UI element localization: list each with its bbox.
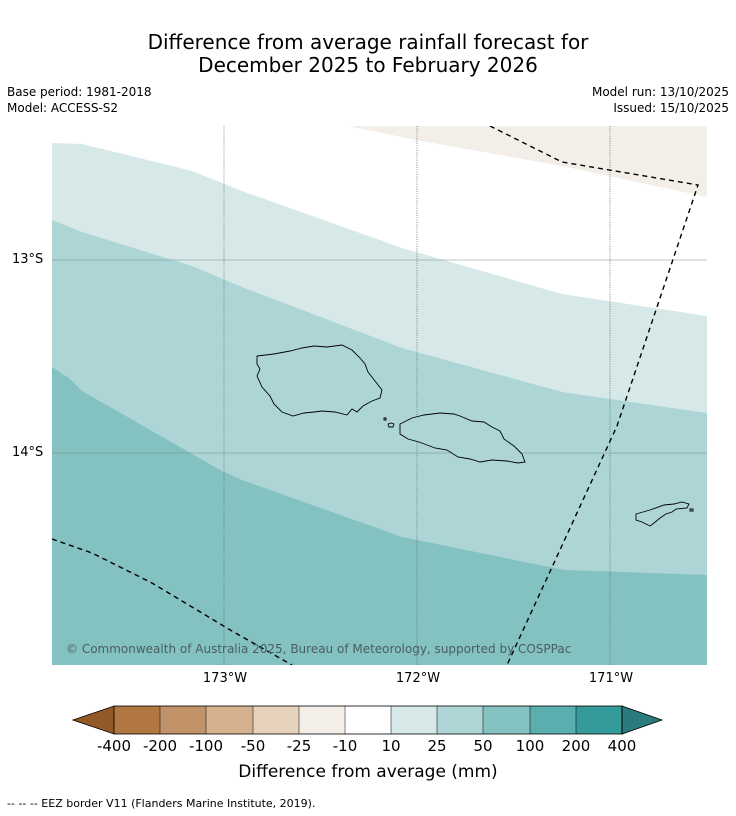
lon-label-171w: 171°W <box>588 671 634 686</box>
colorbar-svg <box>71 705 664 735</box>
region-neg10-10 <box>52 126 707 316</box>
savaii-island <box>256 344 383 417</box>
colorbar-tick-200: 200 <box>561 737 591 755</box>
meridians <box>223 126 611 665</box>
colorbar-tick-m200: -200 <box>142 737 178 755</box>
apolima-island <box>383 417 387 421</box>
colorbar-arrow-low <box>71 705 115 735</box>
chart-title: Difference from average rainfall forecas… <box>0 31 736 77</box>
lon-label-173w: 173°W <box>202 671 248 686</box>
colorbar-bin-m400-m200 <box>114 706 160 734</box>
title-line-2: December 2025 to February 2026 <box>198 53 538 77</box>
copyright-notice: © Commonwealth of Australia 2025, Bureau… <box>66 642 572 656</box>
colorbar-bin-m50-m25 <box>253 706 299 734</box>
tutuila-island <box>635 501 690 527</box>
map-svg <box>52 126 707 665</box>
colorbar-tick-m400: -400 <box>96 737 132 755</box>
lat-label-14s: 14°S <box>12 445 44 460</box>
rainfall-map: © Commonwealth of Australia 2025, Bureau… <box>52 126 707 665</box>
colorbar-dividers <box>159 706 577 734</box>
lon-label-172w: 172°W <box>395 671 441 686</box>
colorbar-tick-m50: -50 <box>240 737 266 755</box>
colorbar-tick-10: 10 <box>381 737 401 755</box>
colorbar-arrow-high <box>621 705 664 735</box>
islands <box>256 344 694 527</box>
title-line-1: Difference from average rainfall forecas… <box>147 30 589 54</box>
colorbar-bin-200-400 <box>576 706 622 734</box>
region-neg25-neg10 <box>348 126 707 197</box>
colorbar-title: Difference from average (mm) <box>238 762 498 782</box>
colorbar-tick-m25: -25 <box>286 737 312 755</box>
eez-border <box>52 126 699 665</box>
colorbar-bin-m100-m50 <box>206 706 253 734</box>
colorbar-tick-100: 100 <box>515 737 545 755</box>
meta-left: Base period: 1981-2018 Model: ACCESS-S2 <box>7 84 152 116</box>
colorbar <box>71 705 664 735</box>
colorbar-tick-m10: -10 <box>332 737 358 755</box>
colorbar-bin-m10-10 <box>345 706 391 734</box>
eez-border-east <box>489 126 699 665</box>
colorbar-bin-50-100 <box>483 706 530 734</box>
aunuu-island <box>689 508 694 512</box>
colorbar-tick-25: 25 <box>427 737 447 755</box>
model-name: Model: ACCESS-S2 <box>7 101 119 115</box>
base-period: Base period: 1981-2018 <box>7 85 152 99</box>
colorbar-tick-m100: -100 <box>188 737 224 755</box>
issued-date: Issued: 15/10/2025 <box>613 101 729 115</box>
eez-footnote: -- -- -- EEZ border V11 (Flanders Marine… <box>7 797 316 810</box>
manono-island <box>387 422 395 428</box>
parallels <box>52 259 707 454</box>
colorbar-tick-50: 50 <box>473 737 493 755</box>
meta-right: Model run: 13/10/2025 Issued: 15/10/2025 <box>592 84 729 116</box>
colorbar-bin-25-50 <box>437 706 483 734</box>
colorbar-tick-400: 400 <box>607 737 637 755</box>
colorbar-bin-m25-m10 <box>299 706 345 734</box>
model-run: Model run: 13/10/2025 <box>591 85 729 99</box>
upolu-island <box>399 412 526 464</box>
colorbar-bin-100-200 <box>530 706 576 734</box>
colorbar-outline <box>113 705 623 735</box>
lat-label-13s: 13°S <box>12 252 44 267</box>
colorbar-bin-10-25 <box>391 706 437 734</box>
colorbar-bin-m200-m100 <box>160 706 206 734</box>
eez-border-southwest <box>52 538 293 665</box>
